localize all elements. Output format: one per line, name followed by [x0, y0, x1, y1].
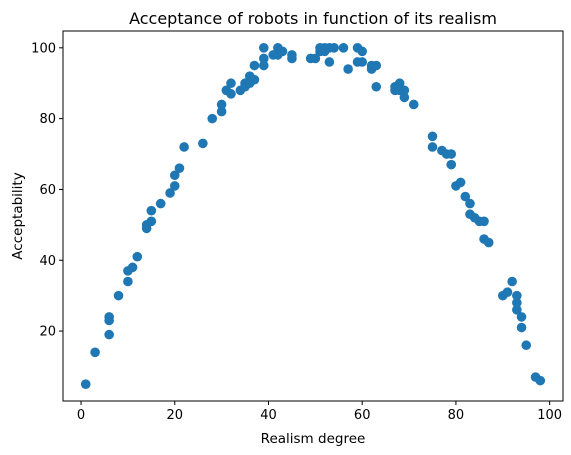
x-tick-label: 40: [260, 408, 277, 423]
x-tick-label: 100: [537, 408, 562, 423]
scatter-point: [147, 206, 157, 216]
scatter-point: [207, 114, 217, 124]
y-tick-label: 100: [31, 41, 56, 56]
scatter-point: [446, 149, 456, 159]
scatter-point: [132, 252, 142, 262]
scatter-point: [114, 291, 124, 301]
scatter-point: [503, 287, 513, 297]
y-tick-label: 60: [39, 183, 56, 198]
scatter-point: [278, 47, 288, 57]
scatter-point: [226, 78, 236, 88]
scatter-point: [343, 64, 353, 74]
scatter-point: [217, 100, 227, 110]
scatter-point: [287, 50, 297, 60]
scatter-point: [325, 57, 335, 67]
y-tick-label: 20: [39, 325, 56, 340]
x-tick-label: 80: [448, 408, 465, 423]
scatter-point: [484, 238, 494, 248]
scatter-point: [90, 348, 100, 358]
scatter-point: [81, 379, 91, 389]
scatter-point: [104, 330, 114, 340]
scatter-point: [428, 132, 438, 142]
scatter-point: [259, 54, 269, 64]
scatter-point: [329, 43, 339, 53]
x-tick-label: 0: [77, 408, 85, 423]
scatter-point: [521, 340, 531, 350]
scatter-point: [512, 291, 522, 301]
scatter-point: [479, 217, 489, 227]
scatter-point: [507, 277, 517, 287]
y-tick-label: 40: [39, 254, 56, 269]
y-tick-label: 80: [39, 112, 56, 127]
scatter-point: [428, 142, 438, 152]
scatter-point: [259, 43, 269, 53]
scatter-point: [156, 199, 166, 209]
scatter-point: [535, 376, 545, 386]
scatter-point: [456, 178, 466, 188]
scatter-point: [371, 82, 381, 92]
scatter-point: [409, 100, 419, 110]
x-axis-label: Realism degree: [261, 431, 366, 447]
scatter-point: [175, 163, 185, 173]
axis-ticks: 0 20 40 60 80 100 20 40 60 80 100: [31, 41, 562, 423]
scatter-point: [226, 89, 236, 99]
scatter-point: [357, 47, 367, 57]
scatter-point: [339, 43, 349, 53]
scatter-point: [517, 312, 527, 322]
scatter-point: [123, 277, 133, 287]
scatter-point: [250, 75, 260, 85]
scatter-point: [517, 323, 527, 333]
scatter-point: [170, 181, 180, 191]
scatter-point: [250, 61, 260, 71]
data-points: [81, 43, 545, 389]
scatter-point: [128, 263, 138, 273]
scatter-point: [400, 86, 410, 96]
scatter-point: [465, 199, 475, 209]
scatter-point: [357, 57, 367, 67]
scatter-point: [147, 217, 157, 227]
chart-title: Acceptance of robots in function of its …: [129, 9, 497, 28]
scatter-point: [198, 139, 208, 149]
scatter-point: [446, 160, 456, 170]
y-axis-label: Acceptability: [10, 172, 26, 259]
x-tick-label: 20: [166, 408, 183, 423]
plot-area-frame: [63, 31, 563, 401]
x-tick-label: 60: [354, 408, 371, 423]
scatter-point: [104, 312, 114, 322]
scatter-point: [371, 61, 381, 71]
scatter-point: [179, 142, 189, 152]
